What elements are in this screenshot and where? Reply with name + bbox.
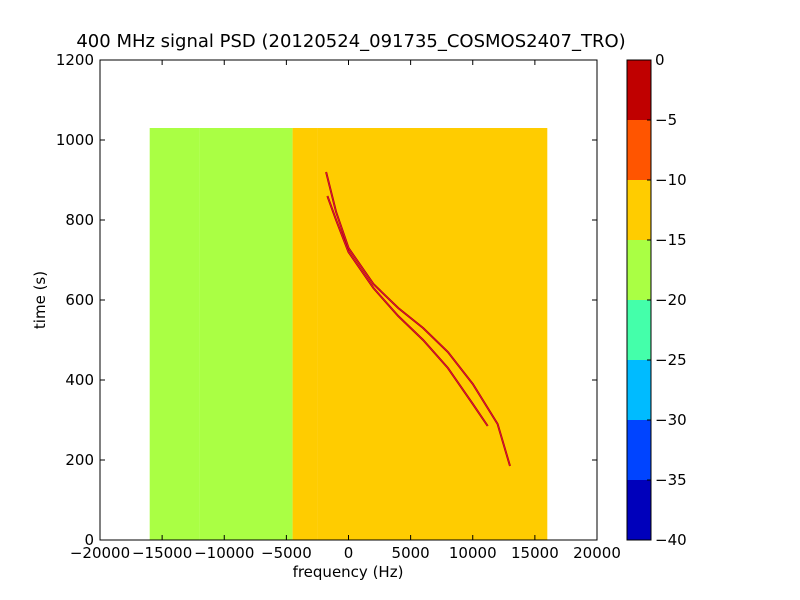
y-axis-title: time (s) (31, 271, 49, 329)
colorbar-band-7 (627, 480, 651, 540)
colorbar-tick-label: −35 (655, 471, 687, 489)
colorbar: 0 −5 −10 −15 −20 −25 −30 −35 −40 (626, 51, 687, 549)
colorbar-band-5 (627, 360, 651, 420)
colorbar-band-2 (627, 180, 651, 240)
heatmap-band-2 (292, 128, 318, 540)
colorbar-band-3 (627, 240, 651, 300)
chart-title: 400 MHz signal PSD (20120524_091735_COSM… (76, 31, 625, 52)
y-tick-label: 1200 (56, 51, 94, 69)
colorbar-tick-label: 0 (655, 51, 665, 69)
colorbar-tick-label: −20 (655, 291, 687, 309)
x-tick-label: 0 (344, 544, 354, 562)
y-tick-label: 200 (65, 451, 94, 469)
x-tick-label: −20000 (70, 544, 130, 562)
colorbar-tick-label: −5 (655, 111, 677, 129)
colorbar-tick-label: −25 (655, 351, 687, 369)
x-tick-label: 15000 (511, 544, 559, 562)
x-tick-label: 5000 (392, 544, 430, 562)
signal-trace-core-0 (327, 195, 489, 427)
colorbar-band-0 (627, 60, 651, 120)
x-tick-label: −10000 (194, 544, 254, 562)
colorbar-band-1 (627, 120, 651, 180)
y-tick-label: 800 (65, 211, 94, 229)
colorbar-band-4 (627, 300, 651, 360)
colorbar-tick-label: −15 (655, 231, 687, 249)
y-tick-label: 0 (84, 531, 94, 549)
heatmap-band-0 (149, 128, 200, 540)
x-tick-label: −15000 (132, 544, 192, 562)
y-tick-label: 600 (65, 291, 94, 309)
signal-trace-core-1 (325, 171, 511, 467)
colorbar-tick-label: −40 (655, 531, 687, 549)
colorbar-tick-label: −10 (655, 171, 687, 189)
x-tick-label: 20000 (573, 544, 621, 562)
heatmap-band-1 (199, 128, 293, 540)
colorbar-tick-label: −30 (655, 411, 687, 429)
y-tick-label: 1000 (56, 131, 94, 149)
y-tick-label: 400 (65, 371, 94, 389)
x-tick-label: −5000 (261, 544, 312, 562)
plot-area: −20000 −15000 −10000 −5000 0 5000 10000 15000 20… (56, 51, 621, 562)
x-tick-label: 10000 (449, 544, 497, 562)
colorbar-band-6 (627, 420, 651, 480)
heatmap-band-3 (317, 128, 548, 540)
x-axis-title: frequency (Hz) (293, 563, 404, 581)
